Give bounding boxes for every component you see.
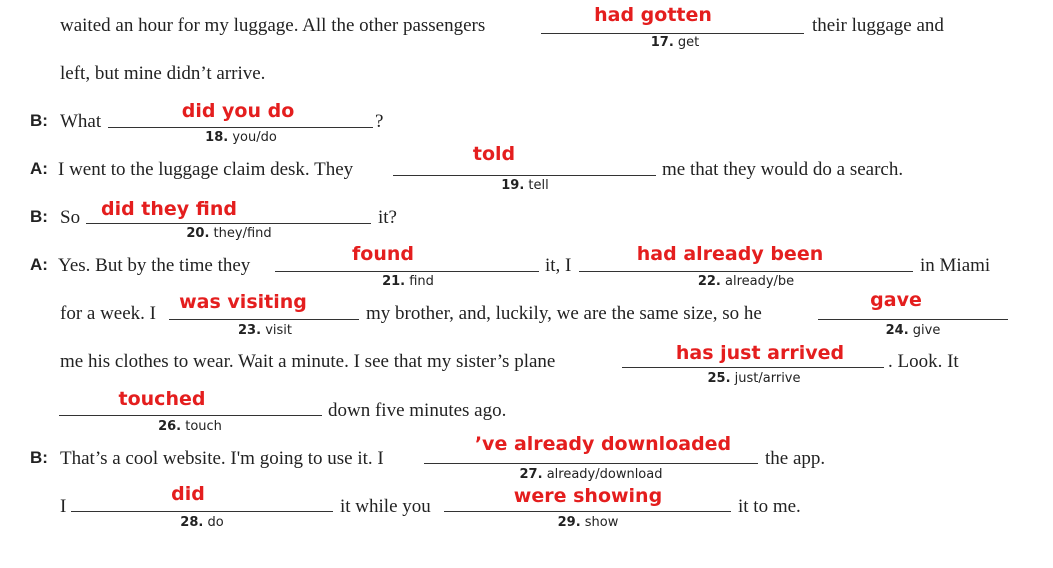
answer-18: did you do bbox=[181, 100, 295, 122]
answer-20: did they find bbox=[100, 198, 238, 220]
text-line3-a: What bbox=[60, 111, 102, 132]
blank-27[interactable] bbox=[424, 463, 758, 464]
blank-23[interactable] bbox=[169, 319, 359, 320]
blank-25[interactable] bbox=[622, 367, 884, 368]
blank-26[interactable] bbox=[59, 415, 322, 416]
text-line6-b: it, I bbox=[545, 255, 572, 276]
hint-28: 28. do bbox=[180, 515, 224, 530]
text-line4-a: I went to the luggage claim desk. They bbox=[58, 159, 354, 180]
hint-29: 29. show bbox=[557, 515, 619, 530]
hint-19: 19. tell bbox=[501, 178, 549, 193]
hint-17: 17. get bbox=[650, 35, 700, 50]
text-line3-b: ? bbox=[375, 111, 384, 132]
hint-26: 26. touch bbox=[158, 419, 222, 434]
text-line2: left, but mine didn’t arrive. bbox=[60, 63, 266, 84]
text-line8-b: . Look. It bbox=[888, 351, 959, 372]
text-line6-a: Yes. But by the time they bbox=[58, 255, 251, 276]
hint-25: 25. just/arrive bbox=[707, 371, 801, 386]
text-line8-a: me his clothes to wear. Wait a minute. I… bbox=[60, 351, 556, 372]
hint-20: 20. they/find bbox=[186, 226, 272, 241]
text-line11-b: it while you bbox=[340, 496, 431, 517]
text-line11-c: it to me. bbox=[738, 496, 801, 517]
speaker-a: A: bbox=[30, 255, 48, 274]
answer-19: told bbox=[472, 143, 516, 165]
answer-26: touched bbox=[118, 388, 206, 410]
answer-27: ’ve already downloaded bbox=[474, 433, 732, 455]
hint-22: 22. already/be bbox=[697, 274, 795, 289]
answer-25: has just arrived bbox=[675, 342, 845, 364]
hint-27: 27. already/download bbox=[519, 467, 663, 482]
answer-23: was visiting bbox=[179, 291, 307, 313]
blank-21[interactable] bbox=[275, 271, 539, 272]
speaker-b: B: bbox=[30, 111, 48, 130]
answer-17: had gotten bbox=[594, 4, 712, 26]
hint-18: 18. you/do bbox=[205, 130, 277, 145]
text-line10-a: That’s a cool website. I'm going to use … bbox=[60, 448, 384, 469]
blank-28[interactable] bbox=[71, 511, 333, 512]
blank-22[interactable] bbox=[579, 271, 913, 272]
blank-17[interactable] bbox=[541, 33, 804, 34]
text-line11-a: I bbox=[60, 496, 67, 517]
blank-18[interactable] bbox=[108, 127, 373, 128]
text-line1-a: waited an hour for my luggage. All the o… bbox=[60, 15, 486, 36]
text-line6-c: in Miami bbox=[920, 255, 991, 276]
hint-24: 24. give bbox=[885, 323, 941, 338]
text-line9: down five minutes ago. bbox=[328, 400, 507, 421]
text-line5-b: it? bbox=[378, 207, 397, 228]
speaker-a: A: bbox=[30, 159, 48, 178]
text-line7-a: for a week. I bbox=[60, 303, 157, 324]
speaker-b: B: bbox=[30, 207, 48, 226]
speaker-b: B: bbox=[30, 448, 48, 467]
answer-28: did bbox=[171, 483, 205, 505]
blank-24[interactable] bbox=[818, 319, 1008, 320]
text-line10-b: the app. bbox=[765, 448, 826, 469]
hint-23: 23. visit bbox=[238, 323, 292, 338]
answer-21: found bbox=[352, 243, 414, 265]
text-line1-b: their luggage and bbox=[812, 15, 944, 36]
blank-20[interactable] bbox=[86, 223, 371, 224]
text-line7-b: my brother, and, luckily, we are the sam… bbox=[366, 303, 762, 324]
text-line5-a: So bbox=[60, 207, 81, 228]
blank-19[interactable] bbox=[393, 175, 656, 176]
hint-21: 21. find bbox=[382, 274, 434, 289]
answer-29: were showing bbox=[513, 485, 663, 507]
answer-24: gave bbox=[870, 289, 922, 311]
text-line4-b: me that they would do a search. bbox=[662, 159, 904, 180]
answer-22: had already been bbox=[636, 243, 824, 265]
blank-29[interactable] bbox=[444, 511, 731, 512]
